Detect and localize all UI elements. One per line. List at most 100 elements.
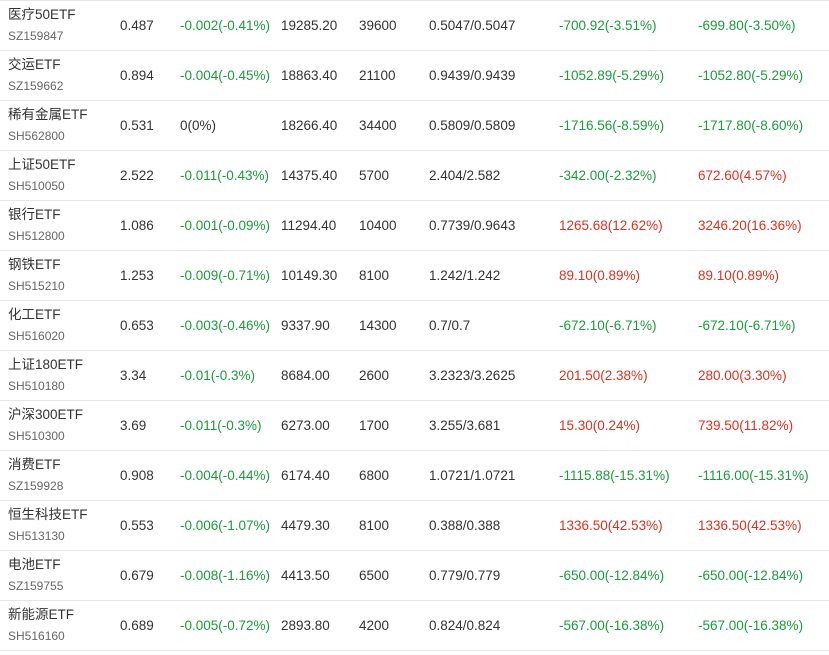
holding-profit: 89.10(0.89%) [559, 268, 641, 283]
cost-price: 0.5809/0.5809 [429, 118, 516, 133]
table-row[interactable]: 稀有金属ETF SH562800 0.531 0(0%) 18266.40 34400 0.… [0, 101, 829, 151]
fund-code: SZ159928 [8, 479, 64, 493]
table-row[interactable]: 恒生科技ETF SH513130 0.553 -0.006(-1.07%) 4479.3… [0, 501, 829, 551]
fund-name[interactable]: 上证180ETF [8, 357, 84, 372]
market-value: 6174.40 [281, 468, 330, 483]
fund-name-cell[interactable]: 沪深300ETF SH510300 [8, 405, 83, 454]
price-change: -0.011(-0.3%) [180, 418, 262, 433]
price-change: -0.004(-0.44%) [180, 468, 271, 483]
fund-code: SH513130 [8, 529, 65, 543]
fund-name-cell[interactable]: 消费ETF SZ159928 [8, 455, 63, 504]
holding-shares: 14300 [359, 318, 397, 333]
current-price: 0.679 [120, 568, 154, 583]
cost-price: 1.242/1.242 [429, 268, 501, 283]
current-price: 3.34 [120, 368, 147, 383]
holding-shares: 1700 [359, 418, 390, 433]
cost-price: 2.404/2.582 [429, 168, 501, 183]
current-price: 2.522 [120, 168, 154, 183]
total-profit: -567.00(-16.38%) [698, 618, 804, 633]
fund-name[interactable]: 电池ETF [8, 557, 61, 572]
table-row[interactable]: 上证50ETF SH510050 2.522 -0.011(-0.43%) 14375.… [0, 151, 829, 201]
holding-shares: 21100 [359, 68, 396, 83]
price-change: -0.01(-0.3%) [180, 368, 256, 383]
table-row[interactable]: 钢铁ETF SH515210 1.253 -0.009(-0.71%) 10149.30… [0, 251, 829, 301]
price-change: -0.009(-0.71%) [180, 268, 271, 283]
fund-name-cell[interactable]: 医疗50ETF SZ159847 [8, 5, 76, 54]
table-row[interactable]: 上证180ETF SH510180 3.34 -0.01(-0.3%) 8684.00 2… [0, 351, 829, 401]
table-row[interactable]: 银行ETF SH512800 1.086 -0.001(-0.09%) 11294.40… [0, 201, 829, 251]
cost-price: 3.2323/3.2625 [429, 368, 516, 383]
table-row[interactable]: 沪深300ETF SH510300 3.69 -0.011(-0.3%) 6273.00… [0, 401, 829, 451]
cost-price: 0.388/0.388 [429, 518, 501, 533]
table-row[interactable]: 医疗50ETF SZ159847 0.487 -0.002(-0.41%) 19285.… [0, 1, 829, 51]
fund-code: SH510300 [8, 429, 65, 443]
market-value: 6273.00 [281, 418, 330, 433]
fund-name-cell[interactable]: 电池ETF SZ159755 [8, 555, 63, 604]
fund-name-cell[interactable]: 交运ETF SZ159662 [8, 55, 63, 104]
fund-name-cell[interactable]: 银行ETF SH512800 [8, 205, 65, 254]
holding-profit: -567.00(-16.38%) [559, 618, 665, 633]
cost-price: 1.0721/1.0721 [429, 468, 516, 483]
total-profit: -672.10(-6.71%) [698, 318, 796, 333]
fund-name[interactable]: 化工ETF [8, 307, 61, 322]
price-change: -0.008(-1.16%) [180, 568, 271, 583]
holding-shares: 10400 [359, 218, 397, 233]
fund-name-cell[interactable]: 恒生科技ETF SH513130 [8, 505, 88, 554]
holding-profit: -700.92(-3.51%) [559, 18, 657, 33]
fund-code: SH512800 [8, 229, 65, 243]
market-value: 2893.80 [281, 618, 330, 633]
fund-name[interactable]: 新能源ETF [8, 607, 74, 622]
fund-name[interactable]: 上证50ETF [8, 157, 76, 172]
table-row[interactable]: 新能源ETF SH516160 0.689 -0.005(-0.72%) 2893.80… [0, 601, 829, 651]
fund-name-cell[interactable]: 上证180ETF SH510180 [8, 355, 83, 404]
price-change: -0.001(-0.09%) [180, 218, 271, 233]
fund-code: SZ159755 [8, 579, 64, 593]
fund-name[interactable]: 稀有金属ETF [8, 107, 88, 122]
fund-name-cell[interactable]: 稀有金属ETF SH562800 [8, 105, 88, 154]
table-row[interactable]: 交运ETF SZ159662 0.894 -0.004(-0.45%) 18863.40… [0, 51, 829, 101]
holding-profit: 201.50(2.38%) [559, 368, 648, 383]
cost-price: 0.824/0.824 [429, 618, 501, 633]
holding-profit: -1052.89(-5.29%) [559, 68, 665, 83]
fund-code: SH562800 [8, 129, 65, 143]
holding-profit: 1265.68(12.62%) [559, 218, 663, 233]
fund-name[interactable]: 交运ETF [8, 57, 61, 72]
table-row[interactable]: 消费ETF SZ159928 0.908 -0.004(-0.44%) 6174.40 6… [0, 451, 829, 501]
fund-name[interactable]: 医疗50ETF [8, 7, 76, 22]
total-profit: 89.10(0.89%) [698, 268, 780, 283]
fund-name[interactable]: 钢铁ETF [8, 257, 61, 272]
fund-name[interactable]: 恒生科技ETF [8, 507, 88, 522]
total-profit: -1717.80(-8.60%) [698, 118, 804, 133]
cost-price: 0.779/0.779 [429, 568, 501, 583]
fund-name-cell[interactable]: 钢铁ETF SH515210 [8, 255, 65, 304]
fund-name-cell[interactable]: 上证50ETF SH510050 [8, 155, 76, 204]
fund-code: SH516160 [8, 629, 65, 643]
market-value: 9337.90 [281, 318, 330, 333]
total-profit: -1116.00(-15.31%) [698, 468, 809, 483]
current-price: 1.253 [120, 268, 154, 283]
price-change: -0.006(-1.07%) [180, 518, 271, 533]
table-row[interactable]: 电池ETF SZ159755 0.679 -0.008(-1.16%) 4413.50 6… [0, 551, 829, 601]
price-change: -0.011(-0.43%) [180, 168, 270, 183]
cost-price: 0.7739/0.9643 [429, 218, 516, 233]
fund-name-cell[interactable]: 化工ETF SH516020 [8, 305, 65, 354]
table-row[interactable]: 化工ETF SH516020 0.653 -0.003(-0.46%) 9337.90 1… [0, 301, 829, 351]
holding-shares: 8100 [359, 268, 390, 283]
fund-name[interactable]: 消费ETF [8, 457, 61, 472]
holding-profit: -650.00(-12.84%) [559, 568, 665, 583]
cost-price: 0.5047/0.5047 [429, 18, 516, 33]
current-price: 3.69 [120, 418, 147, 433]
fund-name[interactable]: 银行ETF [8, 207, 61, 222]
holding-shares: 34400 [359, 118, 397, 133]
cost-price: 0.7/0.7 [429, 318, 471, 333]
current-price: 0.487 [120, 18, 154, 33]
total-profit: 280.00(3.30%) [698, 368, 787, 383]
fund-name[interactable]: 沪深300ETF [8, 407, 84, 422]
holding-shares: 6500 [359, 568, 390, 583]
fund-name-cell[interactable]: 新能源ETF SH516160 [8, 605, 74, 654]
fund-code: SH510180 [8, 379, 65, 393]
market-value: 4413.50 [281, 568, 330, 583]
fund-code: SH516020 [8, 329, 65, 343]
cost-price: 3.255/3.681 [429, 418, 501, 433]
